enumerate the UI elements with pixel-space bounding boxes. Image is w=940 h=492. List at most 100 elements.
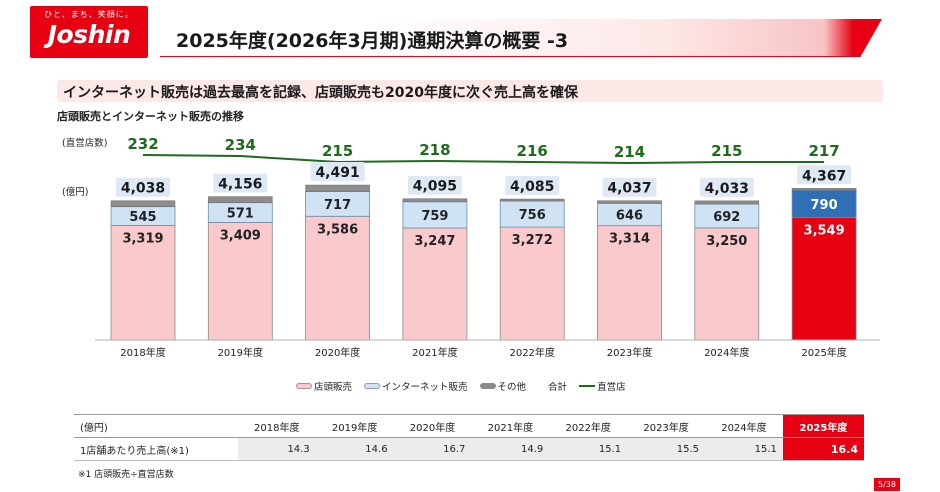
label-store-sales: 3,319 [122,231,163,246]
bar-store-sales [791,217,857,341]
bar-other [305,184,370,192]
footnote: ※1 店頭販売÷直営店数 [78,470,174,480]
label-store-sales: 3,549 [804,224,845,239]
table-cell: 15.1 [549,437,628,461]
table-year: 2020年度 [393,414,472,438]
page-title: 2025年度(2026年3月期)通期決算の概要 -3 [176,30,569,52]
legend-swatch-store [296,383,312,389]
bar-internet-sales [402,201,468,229]
table-year: 2019年度 [315,414,394,438]
bar-other [110,200,176,207]
legend-item-other: その他 [479,379,527,393]
store-count-label: (直営店数) [62,138,108,149]
table-year: 2018年度 [237,414,316,438]
total-label-box [699,177,754,197]
total-label-box [602,177,657,197]
bar-store-sales [305,215,371,341]
legend-item-stores: 直営店 [579,379,626,393]
page-number: 5/38 [874,478,900,491]
label-internet-sales: 756 [519,208,546,223]
label-store-sales: 3,250 [706,234,747,249]
legend-label-stores: 直営店 [597,382,626,393]
logo-name: Joshin [47,20,131,49]
x-tick-label: 2022年度 [509,346,554,359]
bar-store-sales [597,225,662,341]
label-total: 4,085 [510,179,554,195]
legend-swatch-other [479,383,496,389]
label-store-sales: 3,272 [512,233,553,248]
legend-label-total: 合計 [548,382,568,393]
bar-other [208,196,273,203]
bar-other [694,200,760,205]
bar-other [597,200,662,204]
label-store-sales: 3,314 [609,232,650,247]
label-total: 4,491 [315,165,359,181]
table-row-label: 1店舗あたり売上高(※1) [74,437,238,461]
bar-store-sales [207,221,273,341]
label-store-sales: 3,586 [317,222,358,237]
x-tick-label: 2020年度 [315,346,360,359]
table-year: 2023年度 [627,414,705,438]
table-unit: (億円) [74,414,238,438]
x-tick-label: 2023年度 [607,346,652,359]
joshin-logo: ひと、まち、笑顔に。 Joshin [30,6,148,58]
yen-unit-label: (億円) [62,187,89,198]
table-year: 2024年度 [705,414,783,438]
label-total: 4,033 [705,181,749,197]
total-label-box [505,176,560,196]
table-row: 1店舗あたり売上高(※1) 14.3 14.6 16.7 14.9 15.1 1… [74,437,864,461]
per-store-sales-table: (億円) 2018年度 2019年度 2020年度 2021年度 2022年度 … [74,414,864,461]
legend-line-stores [579,385,596,387]
label-store-sales: 3,247 [414,234,455,249]
label-internet-sales: 571 [227,207,254,222]
total-label-box [797,165,852,185]
label-store-count: 215 [322,142,353,160]
label-internet-sales: 759 [421,209,448,224]
x-tick-label: 2025年度 [801,346,846,359]
legend-swatch-internet [364,383,381,389]
label-internet-sales: 717 [324,198,351,213]
label-internet-sales: 692 [713,210,740,225]
subtitle: インターネット販売は過去最高を記録、店頭販売も2020年度に次ぐ売上高を確保 [63,85,578,101]
subtitle-bar [57,80,883,102]
label-total: 4,038 [121,181,165,197]
total-label-box [213,173,268,193]
label-store-count: 216 [517,142,548,160]
legend-label-internet: インターネット販売 [382,382,468,393]
chart-legend: 店頭販売 インターネット販売 その他 合計 直営店 [296,379,626,393]
label-store-count: 217 [808,142,839,160]
table-cell: 16.7 [393,437,472,461]
label-internet-sales: 790 [811,198,838,213]
table-cell: 14.3 [237,437,316,461]
table-cell: 15.1 [705,437,783,461]
table-cell: 14.9 [471,437,550,461]
label-store-count: 218 [419,141,450,159]
x-tick-label: 2019年度 [218,346,263,359]
label-total: 4,037 [607,181,651,197]
table-cell-highlight: 16.4 [782,437,864,461]
label-internet-sales: 545 [129,210,156,225]
table-year-highlight: 2025年度 [782,414,864,438]
table-cell: 15.5 [627,437,705,461]
total-label-box [116,177,170,197]
x-tick-label: 2024年度 [704,346,749,359]
label-total: 4,156 [218,177,262,193]
label-store-count: 215 [711,142,742,160]
label-total: 4,095 [413,179,457,195]
bar-store-sales [499,226,565,341]
label-store-count: 234 [225,136,256,154]
bar-internet-sales [305,191,371,217]
label-total: 4,367 [802,168,846,184]
legend-item-store: 店頭販売 [296,379,352,393]
label-internet-sales: 646 [616,209,643,224]
logo-tagline: ひと、まち、笑顔に。 [44,10,134,19]
legend-label-other: その他 [497,382,527,393]
legend-label-store: 店頭販売 [314,382,353,393]
table-year: 2021年度 [471,414,550,438]
table-cell: 14.6 [315,437,394,461]
total-label-box [310,162,365,182]
bar-other [791,188,857,191]
bar-store-sales [694,227,760,341]
label-store-count: 232 [127,135,158,153]
bar-other [402,198,468,203]
